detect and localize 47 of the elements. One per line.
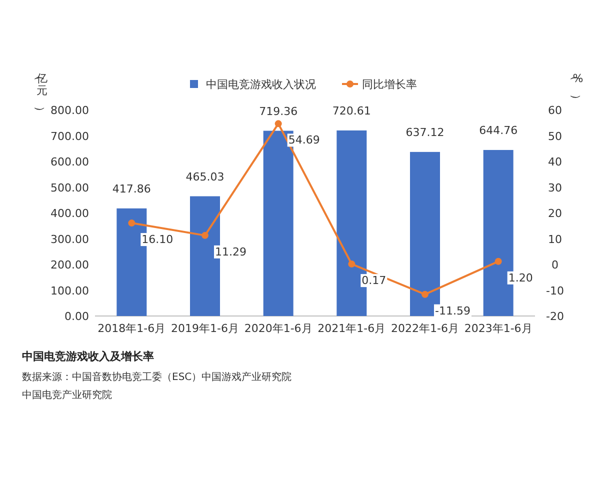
data-label: 637.12	[406, 126, 444, 139]
y2-tick-label: 40	[548, 156, 562, 168]
text: 中国电竞游戏收入及增长率	[22, 350, 154, 363]
y2-tick-label: -20	[546, 310, 564, 323]
data-label: 465.03	[186, 170, 224, 184]
data-label: 719.36	[259, 104, 298, 118]
y-tick-label: 700.00	[50, 130, 89, 143]
y2-tick-label: 50	[548, 130, 562, 143]
y2-tick-label: 20	[548, 207, 562, 220]
x-tick-label: 2020年1-6月	[244, 322, 312, 335]
y-tick-label: 600.00	[50, 156, 89, 168]
y-tick-label: 0.00	[64, 310, 89, 323]
x-tick-label: 2018年1-6月	[98, 322, 166, 335]
y-tick-label: 300.00	[50, 232, 89, 246]
point	[274, 120, 282, 128]
x-tick-label: 2022年1-6月	[391, 322, 459, 335]
legend-label: 同比增长率	[362, 78, 417, 91]
data-label: -11.59	[435, 304, 470, 318]
point	[348, 260, 356, 268]
data-label: 720.61	[332, 104, 371, 118]
data-label: 644.76	[479, 124, 518, 137]
point	[202, 232, 208, 239]
y-tick-label: 500.00	[50, 181, 89, 194]
point	[494, 258, 502, 265]
y2-tick-label: 60	[548, 104, 562, 117]
text: 中国电竞产业研究院	[22, 389, 112, 401]
data-label: 417.86	[112, 182, 151, 196]
x-tick-label: 2019年1-6月	[171, 322, 239, 335]
x-tick-label: 2023年1-6月	[464, 322, 532, 335]
point	[422, 290, 428, 298]
y-tick-label: 400.00	[50, 207, 89, 220]
data-label: 54.69	[288, 134, 320, 147]
y2-tick-label: 30	[548, 181, 562, 194]
y2-tick-label: -10	[546, 284, 564, 298]
data-label: 1.20	[508, 271, 533, 284]
data-label: 11.29	[215, 245, 246, 258]
source-note: 数据来源：中国音数协电竞工委（ESC）中国游戏产业研究院	[22, 371, 292, 383]
y2-tick-label: 0	[552, 258, 558, 272]
y-tick-label: 800.00	[50, 104, 89, 117]
y2-tick-label: 10	[548, 232, 562, 246]
point	[128, 220, 136, 227]
y-tick-label: 100.00	[50, 284, 89, 298]
y-tick-label: 200.00	[50, 258, 89, 272]
legend-label: 中国电竞游戏收入状况	[206, 78, 316, 91]
data-label: 0.17	[362, 274, 386, 288]
x-tick-label: 2021年1-6月	[318, 322, 386, 335]
data-label: 16.10	[142, 233, 174, 246]
